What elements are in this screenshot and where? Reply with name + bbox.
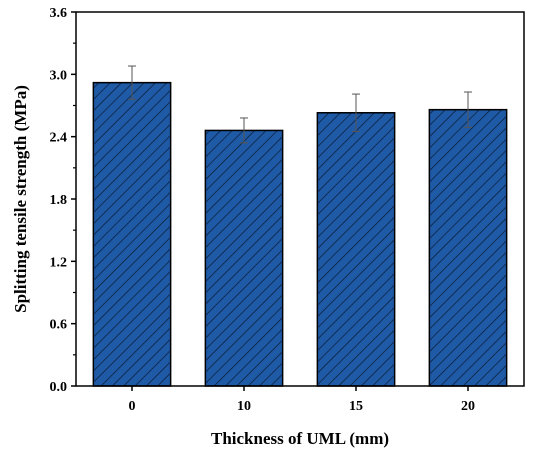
y-tick-label-0.0: 0.0: [50, 380, 68, 395]
y-tick-label-1.8: 1.8: [50, 193, 68, 208]
y-tick-label-3.0: 3.0: [50, 68, 68, 83]
bar-0: [92, 81, 172, 387]
x-tick-label-20: 20: [461, 399, 475, 414]
bars-layer: [92, 81, 508, 387]
y-tick-label-0.6: 0.6: [50, 318, 68, 333]
x-axis-label: Thickness of UML (mm): [211, 429, 389, 448]
error-bars-layer: [128, 65, 472, 144]
tick-labels-layer: 0 10 15 20 0.0 0.6 1.2 1.8 2.4 3.0 3.6: [50, 6, 476, 414]
bar-15: [316, 112, 396, 387]
y-tick-label-1.2: 1.2: [50, 255, 68, 270]
x-tick-label-0: 0: [129, 399, 136, 414]
y-tick-label-3.6: 3.6: [50, 6, 68, 21]
bar-20: [428, 108, 508, 387]
x-tick-label-10: 10: [237, 399, 251, 414]
bar-10: [204, 129, 284, 387]
y-axis-label: Splitting tensile strength (MPa): [11, 85, 30, 313]
x-tick-label-15: 15: [349, 399, 363, 414]
y-tick-label-2.4: 2.4: [50, 131, 68, 146]
axes-layer: [71, 11, 525, 391]
